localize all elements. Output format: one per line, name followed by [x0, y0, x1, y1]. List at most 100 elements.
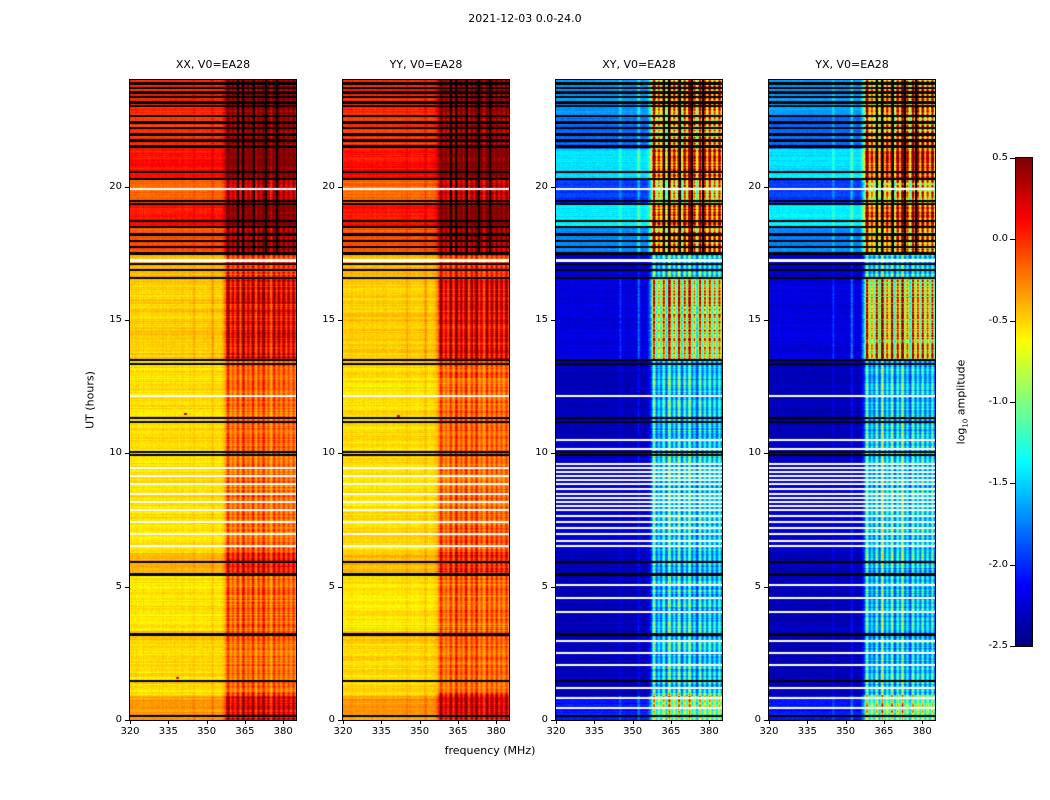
colorbar-label-prefix: log — [954, 427, 968, 445]
x-tick-label: 365 — [661, 726, 681, 737]
x-tick-mark — [343, 720, 344, 724]
x-tick-label: 380 — [912, 726, 932, 737]
y-tick-mark — [551, 186, 556, 188]
y-tick-label: 5 — [754, 580, 761, 592]
x-tick-mark — [709, 720, 711, 724]
colorbar-tick-mark — [1010, 646, 1016, 647]
x-tick-label: 320 — [333, 726, 353, 737]
x-tick-mark — [594, 720, 596, 724]
colorbar-tick-label: -1.5 — [988, 477, 1008, 489]
x-tick-label: 365 — [874, 726, 894, 737]
y-tick-mark — [551, 586, 556, 588]
x-tick-label: 350 — [623, 726, 643, 737]
x-tick-label: 350 — [836, 726, 856, 737]
x-tick-mark — [130, 720, 131, 724]
y-tick-mark — [125, 720, 130, 721]
y-tick-mark — [338, 720, 343, 721]
y-tick-label: 10 — [109, 447, 122, 459]
x-tick-mark — [457, 720, 459, 724]
y-tick-label: 15 — [535, 314, 548, 325]
y-tick-label: 20 — [535, 180, 548, 192]
x-tick-label: 335 — [584, 726, 604, 737]
y-tick-label: 5 — [328, 580, 335, 592]
y-tick-label: 15 — [748, 314, 761, 325]
x-tick-label: 350 — [410, 726, 430, 737]
y-tick-mark — [125, 453, 130, 455]
figure-title: 2021-12-03 0.0-24.0 — [468, 12, 582, 25]
colorbar-tick-label: -0.5 — [988, 314, 1008, 326]
x-tick-mark — [883, 720, 885, 724]
y-tick-mark — [764, 320, 769, 321]
x-tick-label: 380 — [273, 726, 293, 737]
x-tick-label: 365 — [235, 726, 255, 737]
colorbar-label-suffix: amplitude — [954, 359, 968, 419]
colorbar-tick-label: -2.5 — [988, 640, 1008, 651]
colorbar-label-subscript: 10 — [961, 418, 970, 428]
y-tick-label: 0 — [541, 714, 548, 725]
panel-title-xy: XY, V0=EA28 — [602, 58, 676, 71]
y-tick-label: 0 — [115, 714, 122, 725]
x-tick-label: 350 — [197, 726, 217, 737]
x-tick-mark — [632, 720, 634, 724]
y-tick-mark — [338, 453, 343, 455]
y-tick-label: 15 — [109, 314, 122, 325]
spectrogram-yy — [342, 79, 510, 721]
x-tick-mark — [244, 720, 246, 724]
y-tick-mark — [764, 186, 769, 188]
y-tick-label: 5 — [115, 580, 122, 592]
y-tick-label: 20 — [322, 180, 335, 192]
colorbar-label: log10 amplitude — [954, 360, 969, 445]
y-tick-label: 10 — [322, 447, 335, 459]
panel-title-yx: YX, V0=EA28 — [815, 58, 889, 71]
y-tick-label: 5 — [541, 580, 548, 592]
y-tick-mark — [125, 586, 130, 588]
colorbar-tick-mark — [1010, 402, 1016, 403]
x-tick-mark — [496, 720, 498, 724]
colorbar-tick-mark — [1010, 564, 1016, 566]
x-tick-label: 380 — [486, 726, 506, 737]
y-axis-label: UT (hours) — [83, 371, 97, 429]
colorbar-tick-mark — [1010, 483, 1016, 485]
y-tick-label: 15 — [322, 314, 335, 325]
x-tick-label: 335 — [371, 726, 391, 737]
y-tick-label: 10 — [535, 447, 548, 459]
y-tick-mark — [764, 720, 769, 721]
y-tick-mark — [125, 186, 130, 188]
colorbar-tick-label: -1.0 — [988, 396, 1008, 407]
x-tick-label: 320 — [546, 726, 566, 737]
y-tick-mark — [338, 320, 343, 321]
x-tick-mark — [807, 720, 809, 724]
y-tick-label: 0 — [328, 714, 335, 725]
x-tick-mark — [845, 720, 847, 724]
spectrogram-yx — [768, 79, 936, 721]
x-tick-mark — [381, 720, 383, 724]
y-tick-mark — [764, 453, 769, 455]
colorbar-tick-mark — [1010, 239, 1016, 241]
x-tick-label: 320 — [120, 726, 140, 737]
x-tick-mark — [922, 720, 924, 724]
y-tick-mark — [551, 320, 556, 321]
y-tick-label: 0 — [754, 714, 761, 725]
y-tick-label: 20 — [109, 180, 122, 192]
x-tick-label: 380 — [699, 726, 719, 737]
colorbar-tick-mark — [1010, 158, 1016, 159]
spectrogram-xy — [555, 79, 723, 721]
colorbar-tick-label: -2.0 — [988, 558, 1008, 570]
y-tick-label: 20 — [748, 180, 761, 192]
spectrogram-xx — [129, 79, 297, 721]
x-tick-mark — [168, 720, 170, 724]
x-tick-label: 365 — [448, 726, 468, 737]
y-tick-mark — [125, 320, 130, 321]
x-tick-label: 335 — [158, 726, 178, 737]
colorbar-gradient — [1015, 157, 1033, 647]
x-tick-mark — [283, 720, 285, 724]
y-tick-mark — [551, 720, 556, 721]
x-tick-mark — [670, 720, 672, 724]
x-tick-mark — [556, 720, 557, 724]
x-axis-label: frequency (MHz) — [444, 744, 536, 757]
panel-title-xx: XX, V0=EA28 — [175, 58, 251, 71]
y-tick-mark — [551, 453, 556, 455]
x-tick-mark — [206, 720, 208, 724]
panel-title-yy: YY, V0=EA28 — [389, 58, 463, 71]
colorbar-tick-mark — [1010, 320, 1016, 322]
